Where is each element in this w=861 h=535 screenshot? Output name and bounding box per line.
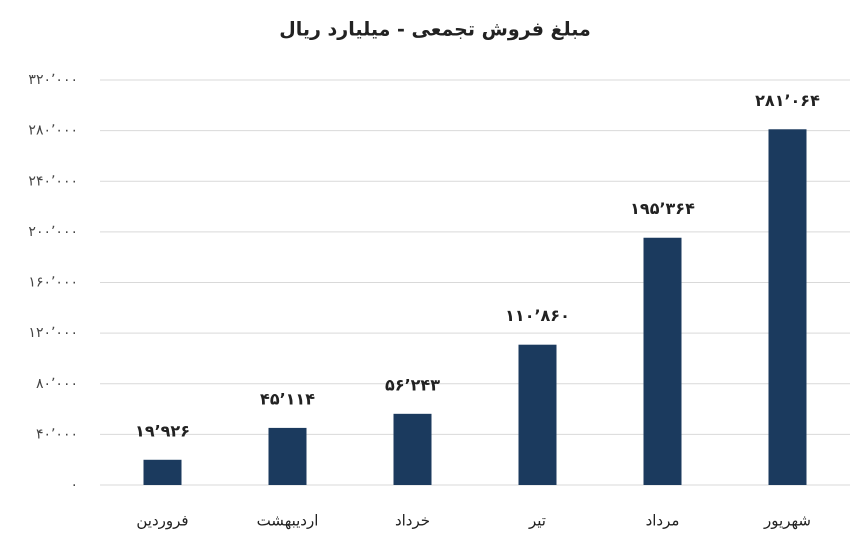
x-tick-label: خرداد (395, 512, 430, 530)
x-tick-label: شهریور (763, 512, 811, 530)
y-tick-label: ۲۰۰٬۰۰۰ (28, 224, 78, 240)
x-tick-label: اردیبهشت (257, 512, 319, 530)
bar (268, 427, 307, 485)
y-tick-label: ۲۸۰٬۰۰۰ (28, 123, 78, 139)
chart-title: مبلغ فروش تجمعی - میلیارد ریال (279, 19, 591, 41)
y-tick-label: ۱۶۰٬۰۰۰ (28, 275, 78, 291)
value-label: ۴۵٬۱۱۴ (260, 389, 315, 408)
y-tick-label: ۸۰٬۰۰۰ (36, 376, 78, 392)
value-label: ۱۱۰٬۸۶۰ (505, 306, 570, 325)
value-label: ۱۹۵٬۳۶۴ (630, 199, 695, 218)
bar (393, 413, 432, 485)
x-tick-label: مرداد (646, 512, 680, 530)
x-tick-label: فروردین (136, 512, 188, 530)
y-tick-label: ۳۲۰٬۰۰۰ (28, 72, 78, 88)
y-tick-label: ۴۰٬۰۰۰ (36, 426, 78, 442)
bar (768, 129, 807, 485)
y-tick-label: ۲۴۰٬۰۰۰ (28, 173, 78, 189)
value-label: ۵۶٬۲۴۳ (385, 375, 440, 394)
x-tick-label: تیر (528, 512, 546, 530)
y-tick-label: ۱۲۰٬۰۰۰ (28, 325, 78, 341)
y-tick-label: ۰ (70, 477, 78, 493)
value-label: ۲۸۱٬۰۶۴ (755, 91, 820, 110)
value-label: ۱۹٬۹۲۶ (135, 421, 190, 440)
bar (643, 237, 682, 485)
bar (518, 344, 557, 485)
bar (143, 459, 182, 485)
